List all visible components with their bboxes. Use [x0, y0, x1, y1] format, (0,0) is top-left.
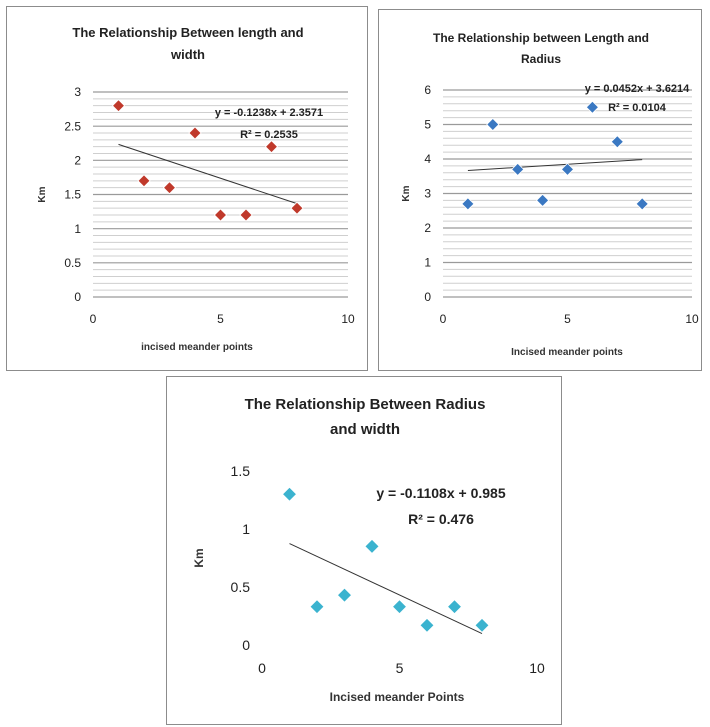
lr-data-point: [486, 117, 500, 132]
lw-trendline: [118, 143, 298, 205]
lr-ytick-label: 0: [424, 290, 431, 304]
lw-xtick-label: 10: [341, 312, 355, 326]
rw-trendline: [289, 543, 483, 635]
rw-title-line-0: The Relationship Between Radius: [245, 396, 486, 413]
lw-data-point: [111, 99, 126, 113]
lw-xtick-label: 5: [217, 312, 224, 326]
lr-data-point: [461, 197, 475, 211]
rw-y-axis-label: Km: [192, 548, 206, 567]
rw-data-point: [336, 587, 353, 603]
lw-data-point: [264, 140, 279, 154]
lr-trendline: [467, 159, 643, 172]
lw-data-point: [137, 174, 151, 188]
lw-ytick-label: 0.5: [64, 256, 81, 270]
lw-data-point: [239, 208, 253, 222]
chart-length-width-svg: The Relationship Between length and width…: [37, 25, 355, 353]
rw-data-point: [446, 599, 463, 615]
lr-y-axis-label: Km: [401, 185, 412, 201]
lw-y-axis-label: Km: [37, 186, 48, 202]
lr-data-point: [635, 197, 649, 211]
rw-ytick-label: 0.5: [231, 579, 251, 595]
lr-ytick-label: 4: [424, 152, 431, 166]
rw-data-point: [309, 599, 325, 615]
lw-data-point: [188, 126, 202, 140]
lr-trend-equation: y = 0.0452x + 3.6214: [585, 83, 690, 95]
lr-ytick-label: 6: [424, 83, 431, 97]
rw-ytick-label: 0: [242, 637, 250, 653]
lw-ytick-label: 0: [74, 290, 81, 304]
rw-r-squared: R² = 0.476: [408, 511, 474, 527]
chart-length-radius-svg: The Relationship between Length and Radiu…: [401, 31, 699, 358]
lr-r-squared: R² = 0.0104: [608, 102, 667, 114]
rw-title-line-1: and width: [330, 421, 400, 438]
lr-data-point: [511, 162, 525, 176]
rw-ytick-label: 1.5: [231, 463, 251, 479]
lr-data-point: [610, 135, 624, 149]
rw-xtick-label: 5: [396, 660, 404, 676]
lw-r-squared: R² = 0.2535: [240, 129, 298, 141]
rw-data-point: [391, 599, 408, 615]
chart-length-radius: The Relationship between Length and Radiu…: [378, 9, 702, 371]
lw-ytick-label: 1.5: [64, 188, 81, 202]
lw-xtick-label: 0: [90, 312, 97, 326]
chart-radius-width: The Relationship Between Radius and width…: [166, 376, 562, 725]
lr-x-axis-label: Incised meander points: [511, 347, 623, 358]
lr-ytick-label: 3: [424, 187, 431, 201]
rw-data-point: [474, 617, 490, 633]
lr-data-point: [585, 100, 599, 114]
lw-title-line-0: The Relationship Between length and: [72, 25, 303, 40]
rw-xtick-label: 10: [529, 660, 545, 676]
lw-data-point: [213, 208, 228, 222]
chart-length-width: The Relationship Between length and width…: [6, 6, 368, 371]
lr-data-point: [536, 193, 550, 207]
rw-trend-equation: y = -0.1108x + 0.985: [376, 485, 505, 501]
lr-xtick-label: 0: [440, 312, 447, 326]
lw-ytick-label: 3: [74, 85, 81, 99]
lw-trend-equation: y = -0.1238x + 2.3571: [215, 107, 323, 119]
lw-ytick-label: 1: [74, 222, 81, 236]
chart-radius-width-svg: The Relationship Between Radius and width…: [192, 396, 545, 704]
rw-ytick-label: 1: [242, 521, 250, 537]
lr-ytick-label: 2: [424, 221, 431, 235]
lw-data-point: [162, 181, 177, 195]
lr-data-point: [560, 162, 575, 176]
lr-xtick-label: 10: [685, 312, 699, 326]
rw-x-axis-label: Incised meander Points: [330, 690, 465, 704]
lr-title-line-1: Radius: [521, 52, 561, 66]
lw-data-point: [290, 201, 304, 215]
lr-ytick-label: 1: [424, 256, 431, 270]
rw-data-point: [364, 538, 380, 554]
lr-title-line-0: The Relationship between Length and: [433, 31, 649, 45]
lw-title-line-1: width: [170, 47, 205, 62]
rw-data-point: [281, 486, 298, 502]
lw-ytick-label: 2.5: [64, 119, 81, 133]
rw-xtick-label: 0: [258, 660, 266, 676]
lr-xtick-label: 5: [564, 312, 571, 326]
lw-ytick-label: 2: [74, 154, 81, 168]
lr-ytick-label: 5: [424, 118, 431, 132]
rw-data-point: [419, 617, 435, 633]
lw-x-axis-label: incised meander points: [141, 342, 253, 353]
